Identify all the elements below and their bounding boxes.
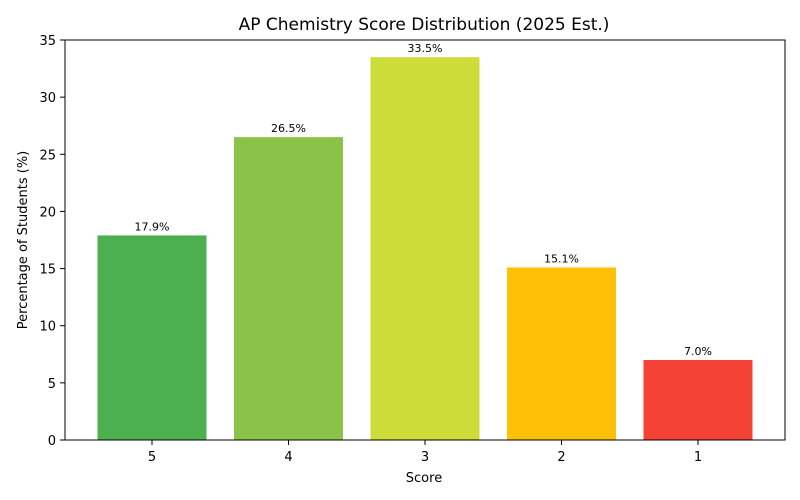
x-tick-label: 2 [557, 450, 565, 465]
data-label: 17.9% [135, 220, 170, 233]
y-tick-label: 35 [39, 34, 56, 49]
bar [643, 360, 753, 440]
x-axis-label: Score [406, 471, 442, 486]
data-label: 33.5% [408, 42, 443, 55]
plot-area: 0 5 10 15 20 25 30 35 17.9% 5 26.5% 4 33.5% 3 15.1% 2 7.… [39, 34, 753, 465]
y-tick-label: 30 [39, 91, 56, 106]
bar [97, 235, 207, 440]
x-tick-label: 3 [421, 450, 429, 465]
y-tick-label: 10 [39, 320, 56, 335]
axes-frame [64, 39, 786, 441]
data-label: 7.0% [684, 345, 712, 358]
y-tick-label: 25 [39, 148, 56, 163]
bar [370, 57, 480, 441]
y-tick-label: 15 [39, 263, 56, 278]
y-tick-label: 5 [48, 377, 56, 392]
x-tick-label: 4 [284, 450, 292, 465]
y-tick-label: 20 [39, 205, 56, 220]
data-label: 15.1% [544, 252, 579, 265]
data-label: 26.5% [271, 122, 306, 135]
bar [507, 267, 616, 440]
x-tick-label: 5 [148, 450, 156, 465]
y-axis-label: Percentage of Students (%) [16, 151, 31, 330]
x-tick-label: 1 [694, 450, 702, 465]
y-tick-label: 0 [48, 434, 56, 449]
bar [234, 137, 343, 440]
chart-title: AP Chemistry Score Distribution (2025 Es… [239, 15, 610, 35]
